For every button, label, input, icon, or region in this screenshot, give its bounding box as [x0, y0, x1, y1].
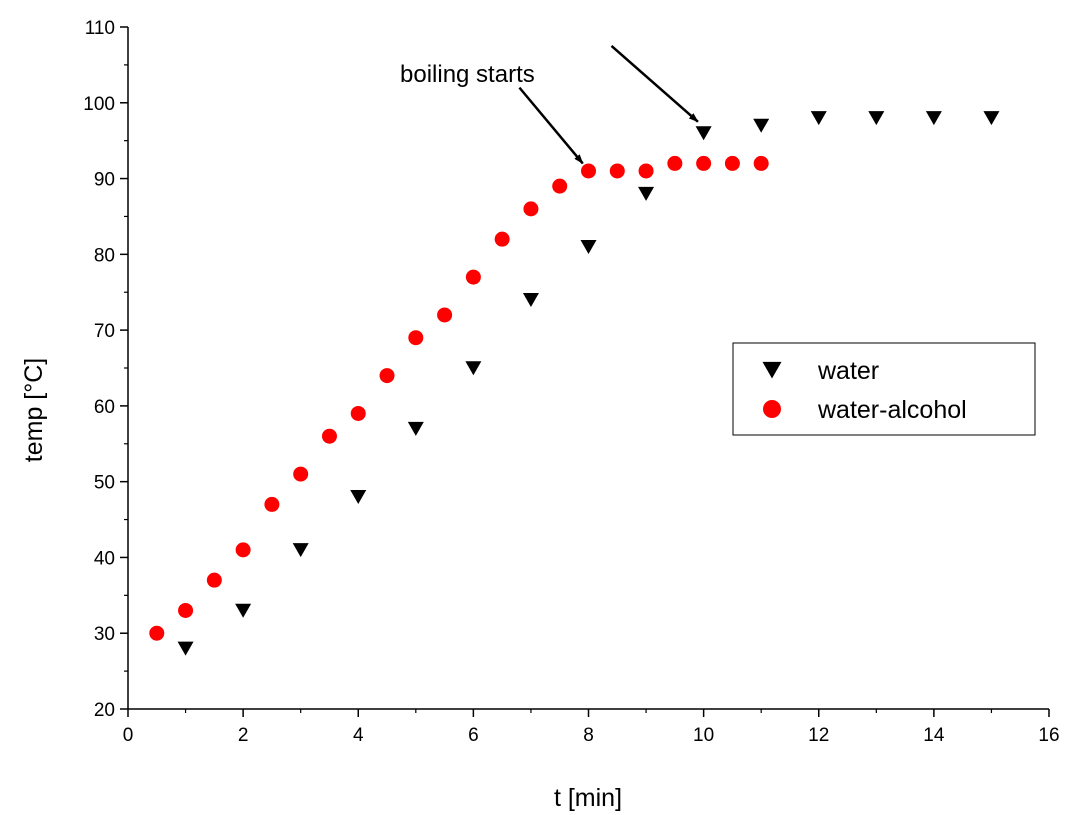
- x-tick-label: 16: [1038, 725, 1059, 746]
- x-tick-label: 2: [238, 725, 249, 746]
- water-point: [983, 111, 1000, 126]
- y-tick-label: 80: [94, 245, 115, 266]
- y-tick-label: 100: [83, 94, 115, 115]
- water-alcohol-point: [379, 368, 395, 384]
- water-point: [810, 111, 827, 126]
- annotation-arrow: [610, 45, 699, 123]
- plot-points: [149, 111, 1000, 656]
- water-alcohol-point: [264, 496, 280, 512]
- water-alcohol-point: [724, 155, 740, 171]
- y-tick-label: 60: [94, 397, 115, 418]
- water-point: [638, 186, 655, 201]
- water-point: [522, 293, 539, 307]
- x-tick-label: 4: [353, 725, 364, 746]
- water-alcohol-point: [753, 155, 769, 171]
- legend-marker-water: [762, 361, 782, 379]
- water-alcohol-point: [293, 466, 309, 482]
- annotation-label: boiling starts: [400, 61, 535, 88]
- legend-box: [732, 342, 1036, 436]
- y-tick-label: 50: [94, 473, 115, 494]
- y-tick-label: 30: [94, 624, 115, 645]
- water-point: [580, 239, 597, 254]
- y-tick-label: 90: [94, 170, 115, 191]
- y-axis-title: temp [°C]: [20, 358, 48, 462]
- water-point: [292, 543, 309, 558]
- annotation-arrow: [518, 86, 584, 165]
- water-alcohol-point: [638, 163, 654, 179]
- y-tick-label: 40: [94, 548, 115, 569]
- x-tick-label: 6: [468, 725, 479, 746]
- water-alcohol-point: [523, 201, 539, 217]
- water-alcohol-point: [408, 330, 424, 346]
- x-tick-label: 12: [808, 725, 829, 746]
- water-alcohol-point: [206, 572, 222, 588]
- water-point: [177, 641, 194, 656]
- water-point: [925, 111, 942, 126]
- water-point: [235, 603, 252, 618]
- legend: water water-alcohol: [732, 342, 1036, 436]
- axes: 0 2 4 6 8 10 12 14 16 20 30 40 50 60 70 80 90 100 110: [83, 18, 1059, 746]
- water-point: [350, 490, 367, 505]
- water-alcohol-point: [321, 428, 337, 444]
- water-alcohol-point: [696, 155, 712, 171]
- water-alcohol-point: [667, 155, 683, 171]
- water-alcohol-point: [609, 163, 625, 179]
- y-tick-label: 70: [94, 321, 115, 342]
- water-alcohol-point: [465, 269, 481, 285]
- x-tick-label: 14: [923, 725, 945, 746]
- legend-label-water-alcohol: water-alcohol: [817, 396, 967, 424]
- water-point: [695, 126, 712, 141]
- water-point: [753, 118, 770, 133]
- water-alcohol-point: [350, 405, 366, 421]
- water-point: [407, 421, 424, 436]
- x-tick-label: 10: [693, 725, 714, 746]
- x-axis-title: t [min]: [554, 784, 622, 812]
- x-tick-label: 8: [583, 725, 594, 746]
- x-tick-label: 0: [123, 725, 134, 746]
- water-alcohol-point: [437, 307, 453, 323]
- water-alcohol-point: [235, 542, 251, 558]
- water-alcohol-point: [552, 178, 568, 194]
- water-point: [868, 111, 885, 126]
- annotations: boiling starts: [400, 45, 699, 165]
- water-alcohol-point: [178, 602, 194, 618]
- water-alcohol-point: [149, 625, 165, 641]
- legend-marker-water-alcohol: [763, 400, 781, 418]
- water-alcohol-point: [494, 231, 510, 247]
- legend-label-water: water: [817, 357, 879, 385]
- y-tick-label: 110: [85, 18, 115, 39]
- water-point: [465, 361, 482, 376]
- y-tick-label: 20: [94, 700, 115, 721]
- water-alcohol-point: [581, 163, 596, 179]
